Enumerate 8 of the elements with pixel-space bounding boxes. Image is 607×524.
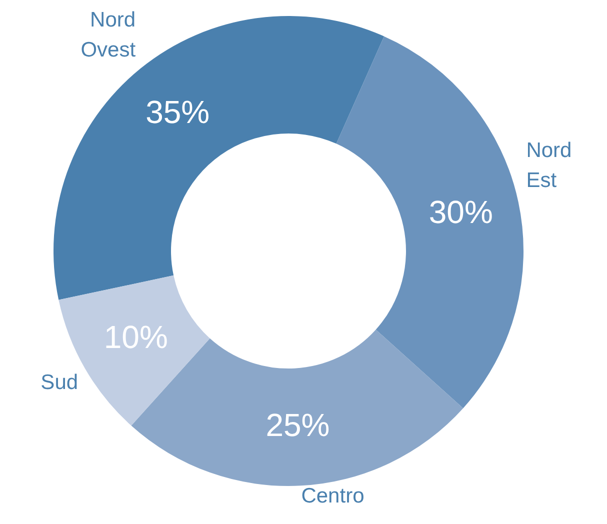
data-label: 10% <box>104 318 168 355</box>
data-label: 25% <box>266 406 330 443</box>
slice-label: Sud <box>40 370 78 394</box>
slice-label: Nord Est <box>526 138 572 192</box>
slice-label: Centro <box>301 484 364 508</box>
slice-label: Nord Ovest <box>80 8 136 62</box>
data-label: 30% <box>428 194 493 230</box>
data-label: 35% <box>146 94 210 130</box>
